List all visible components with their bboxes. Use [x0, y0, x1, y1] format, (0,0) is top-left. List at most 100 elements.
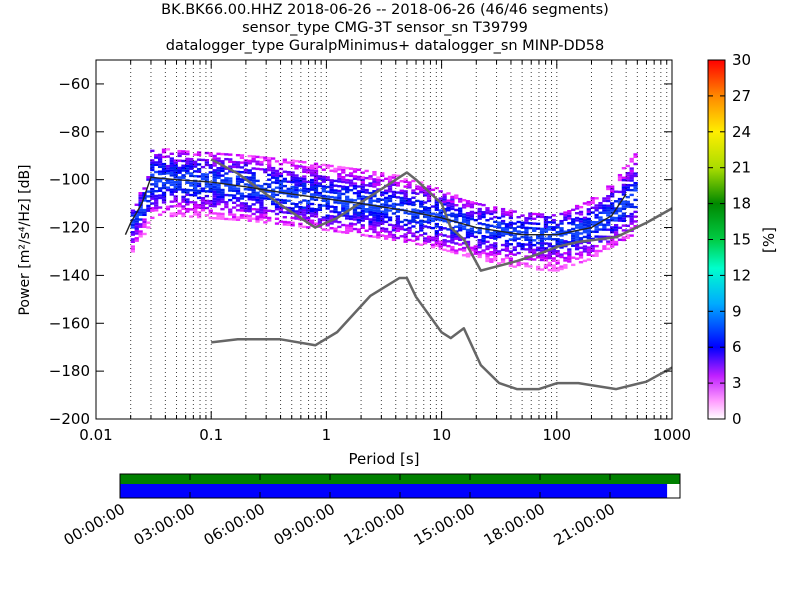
psd-cell: [208, 199, 213, 203]
psd-cell: [270, 176, 276, 179]
psd-cell: [450, 231, 455, 235]
psd-cell: [294, 210, 299, 213]
psd-cell: [224, 217, 229, 221]
psd-cell: [473, 252, 478, 255]
psd-cell: [212, 183, 217, 186]
psd-cell: [161, 194, 167, 197]
psd-cell: [235, 192, 241, 195]
psd-cell: [208, 204, 213, 208]
psd-cell: [274, 181, 280, 185]
psd-cell: [345, 202, 350, 206]
psd-cell: [524, 219, 529, 222]
psd-cell: [193, 165, 198, 168]
psd-cell: [154, 177, 159, 181]
psd-cell: [516, 251, 521, 255]
psd-cell: [356, 194, 362, 198]
psd-cell: [313, 177, 319, 180]
psd-cell: [228, 165, 233, 168]
psd-cell: [442, 215, 447, 218]
psd-cell: [582, 228, 588, 231]
psd-cell: [282, 223, 287, 226]
psd-cell: [399, 203, 404, 207]
psd-cell: [368, 191, 373, 195]
psd-cell: [154, 180, 159, 183]
psd-cell: [578, 222, 584, 226]
psd-cell: [278, 208, 284, 211]
psd-cell: [146, 178, 151, 181]
psd-cell: [302, 187, 307, 190]
psd-cell: [302, 165, 307, 169]
psd-cell: [508, 223, 514, 227]
psd-cell: [317, 208, 323, 212]
psd-cell: [602, 223, 607, 227]
psd-cell: [493, 206, 498, 209]
psd-cell: [586, 217, 591, 221]
psd-cell: [384, 235, 389, 238]
psd-cell: [586, 251, 591, 254]
psd-cell: [411, 208, 416, 211]
psd-cell: [368, 201, 373, 204]
psd-cell: [282, 170, 287, 173]
psd-cell: [606, 194, 611, 198]
psd-cell: [571, 263, 576, 267]
psd-cell: [189, 162, 194, 166]
psd-cell: [407, 219, 412, 223]
psd-cell: [341, 175, 346, 179]
psd-cell: [302, 211, 307, 214]
psd-cell: [255, 155, 260, 159]
psd-cell: [189, 215, 194, 218]
psd-cell: [142, 208, 147, 212]
psd-cell: [157, 153, 163, 157]
psd-cell: [181, 207, 186, 211]
psd-cell: [267, 164, 272, 167]
psd-cell: [294, 195, 299, 199]
psd-cell: [348, 181, 354, 185]
psd-cell: [610, 190, 615, 193]
psd-cell: [356, 197, 362, 200]
psd-cell: [348, 215, 354, 218]
psd-cell: [372, 209, 377, 212]
psd-cell: [539, 232, 545, 235]
psd-cell: [493, 244, 498, 248]
psd-cell: [493, 220, 498, 224]
psd-cell: [485, 209, 490, 212]
psd-cell: [360, 181, 365, 184]
psd-cell: [489, 217, 494, 220]
psd-cell: [387, 216, 393, 219]
psd-cell: [438, 242, 443, 246]
psd-cell: [286, 161, 291, 164]
psd-cell: [185, 172, 190, 175]
psd-cell: [298, 177, 303, 180]
psd-cell: [493, 237, 498, 240]
psd-cell: [547, 261, 552, 265]
psd-cell: [345, 212, 350, 215]
psd-cell: [567, 212, 572, 215]
psd-cell: [461, 215, 467, 219]
psd-cell: [469, 234, 475, 238]
psd-cell: [142, 213, 147, 217]
psd-cell: [481, 215, 486, 219]
psd-cell: [438, 209, 443, 212]
psd-cell: [360, 226, 365, 229]
psd-cell: [598, 206, 603, 210]
psd-cell: [493, 254, 498, 257]
psd-cell: [594, 225, 599, 229]
psd-cell: [294, 203, 299, 206]
psd-cell: [500, 258, 506, 261]
psd-cell: [298, 189, 303, 192]
psd-cell: [563, 216, 568, 219]
psd-cell: [411, 215, 416, 219]
psd-cell: [165, 181, 171, 185]
psd-cell: [621, 193, 627, 196]
psd-cell: [598, 240, 603, 243]
psd-cell: [384, 237, 389, 240]
psd-cell: [594, 235, 599, 238]
psd-cell: [255, 167, 260, 171]
psd-cell: [325, 207, 330, 210]
psd-cell: [454, 237, 459, 240]
psd-cell: [317, 194, 323, 197]
psd-cell: [341, 214, 346, 217]
psd-cell: [185, 207, 190, 211]
psd-cell: [617, 207, 623, 210]
psd-cell: [181, 195, 186, 199]
